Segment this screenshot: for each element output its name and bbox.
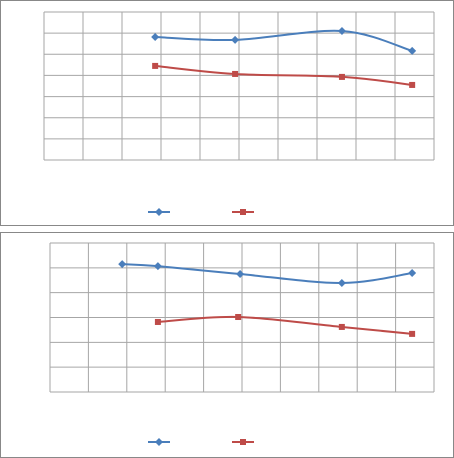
data-point — [338, 73, 345, 80]
data-point — [152, 62, 159, 69]
data-point — [235, 314, 242, 321]
data-point — [236, 270, 245, 279]
chart-frame — [0, 0, 454, 226]
series-line — [155, 29, 413, 52]
series-line — [155, 64, 413, 86]
data-point — [154, 318, 161, 325]
data-point — [338, 323, 345, 330]
data-point — [153, 262, 162, 271]
legend-marker — [240, 439, 246, 445]
series-line — [157, 315, 413, 335]
data-point — [409, 81, 416, 88]
data-point — [408, 46, 417, 55]
data-point — [231, 35, 240, 44]
legend-marker — [155, 208, 163, 216]
chart-frame — [0, 232, 454, 458]
data-point — [232, 70, 239, 77]
data-point — [118, 260, 127, 269]
data-point — [408, 269, 417, 278]
data-point — [337, 278, 346, 287]
legend-marker — [240, 209, 246, 215]
data-point — [151, 32, 160, 41]
legend-marker — [155, 438, 163, 446]
data-point — [337, 27, 346, 36]
data-point — [409, 330, 416, 337]
